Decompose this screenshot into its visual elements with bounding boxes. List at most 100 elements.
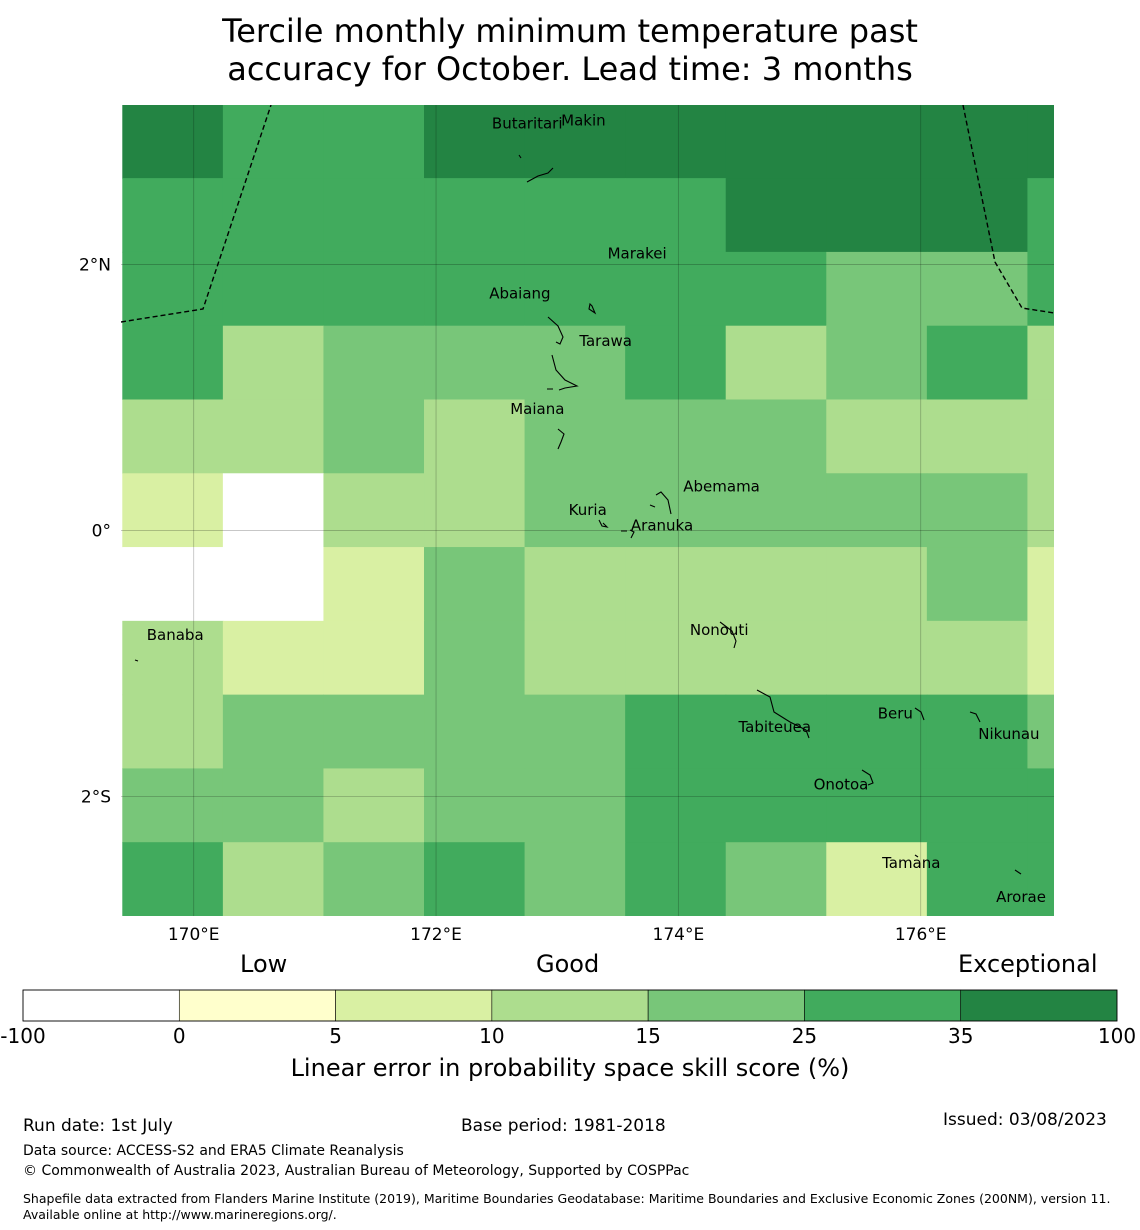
place-label: Banaba [147,626,204,644]
colorbar-segment [335,989,493,1022]
base-period: Base period: 1981-2018 [461,1116,666,1136]
place-label: Beru [878,704,913,722]
grid-cell [625,473,727,548]
grid-cell [424,694,526,769]
grid-cell [222,399,324,474]
colorbar-tick-label: -100 [0,1024,46,1048]
island-nikunau [969,711,981,723]
grid-cell [424,842,526,916]
place-label: Abaiang [489,284,550,302]
grid-cell [122,473,224,548]
axis-labels: 170°E 172°E 174°E 176°E 2°N 0° 2°S [79,256,947,945]
colorbar-tick-label: 15 [635,1024,661,1048]
grid-cell [826,620,928,696]
grid-cell [524,473,626,548]
grid-cell [625,325,727,400]
island-maiana [557,428,565,450]
grid-cell [122,178,224,253]
data-source: Data source: ACCESS-S2 and ERA5 Climate … [23,1143,404,1159]
grid-cell [1027,105,1054,179]
grid-cell [926,694,1028,769]
grid-cell [625,547,727,622]
grid-cell [222,325,324,400]
grid-cell [1027,399,1054,474]
issued-date: Issued: 03/08/2023 [943,1110,1107,1130]
grid-cell [222,105,324,179]
grid-cell [222,251,324,327]
grid-cell [625,105,727,179]
grid-cell [323,768,425,843]
grid-cell [122,399,224,474]
grid-cell [524,105,626,179]
eez-boundary-east [962,105,1054,314]
grid-cell [625,620,727,696]
place-label: Abemama [683,477,760,495]
grid-cell [323,842,425,916]
island-banaba [134,659,139,662]
grid-cell [122,620,224,696]
grid-cell [524,399,626,474]
grid-cell [524,325,626,400]
grid-cell [424,105,526,179]
island-abaiang [547,316,564,345]
grid-cell [725,178,827,253]
grid-cell [524,694,626,769]
place-label: Tarawa [578,332,632,350]
island-tarawa [547,354,579,391]
grid-cell [1027,620,1054,696]
grid-cell [725,620,827,696]
grid-cell [625,842,727,916]
grid-cell [122,251,224,327]
colorbar-tick-label: 35 [947,1024,974,1048]
grid-cell [1027,178,1054,253]
grid-cell [725,473,827,548]
skill-grid [122,105,1054,916]
y-tick-label: 2°N [79,256,111,276]
colorbar-segment [804,989,962,1022]
place-label: Arorae [996,888,1046,906]
grid-cell [926,251,1028,327]
grid-cell [926,768,1028,843]
island-abemama [649,491,672,515]
grid-cell [926,105,1028,179]
place-label: Aranuka [631,517,693,535]
grid-cell [625,251,727,327]
grid-cell [926,325,1028,400]
colorbar-segment [491,989,649,1022]
grid-cell [323,105,425,179]
grid-cell [424,620,526,696]
grid-cell [524,620,626,696]
grid-cell [1027,251,1054,327]
y-tick-label: 0° [92,521,111,541]
grid-cell [524,178,626,253]
grid-cell [323,178,425,253]
grid-cell [826,842,928,916]
grid-cell [725,547,827,622]
grid-cell [926,473,1028,548]
grid-cell [725,251,827,327]
grid-cell [826,105,928,179]
island-beru [914,707,925,721]
grid-cell [1027,694,1054,769]
place-label: Maiana [510,400,564,418]
grid-cell [424,768,526,843]
grid-cell [323,694,425,769]
grid-cell [625,768,727,843]
colorbar-label-good: Good [536,950,600,978]
grid-cell [323,399,425,474]
grid-cell [826,473,928,548]
island-tamana [914,854,919,858]
grid-cell [122,325,224,400]
colorbar-tick-label: 5 [329,1024,342,1048]
grid-cell [826,547,928,622]
x-tick-label: 172°E [410,925,462,945]
grid-cell [826,694,928,769]
island-makin [518,154,522,159]
colorbar-segment [960,989,1118,1022]
grid-cell [323,620,425,696]
grid-cell [1027,325,1054,400]
grid-cell [926,620,1028,696]
grid-cell [323,473,425,548]
grid-cell [222,547,324,622]
